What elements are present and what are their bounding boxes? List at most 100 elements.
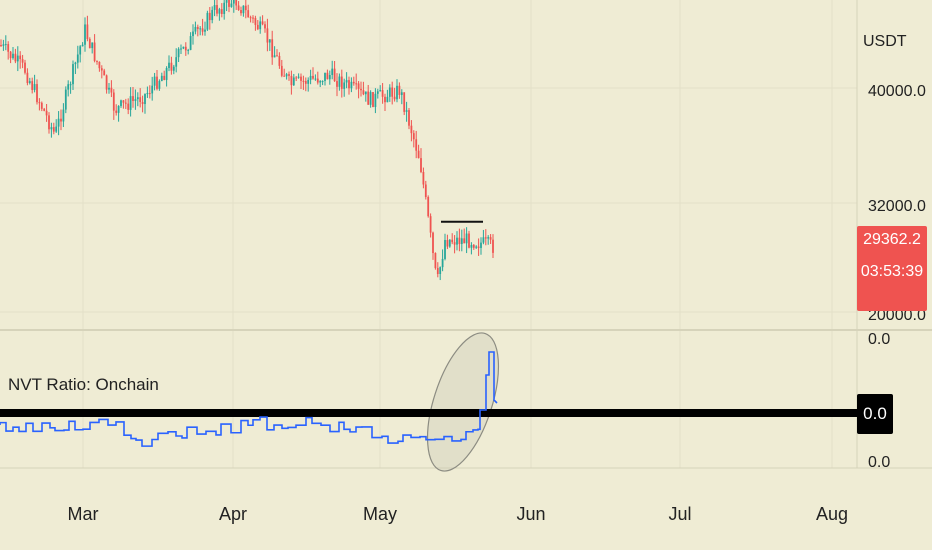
candle-body-112	[268, 39, 271, 43]
candle-body-165	[396, 85, 398, 100]
candle-body-111	[266, 28, 269, 43]
candle-body-5	[12, 53, 14, 59]
candle-body-202	[484, 237, 487, 239]
nvt-indicator-line	[0, 351, 498, 447]
candle-body-34	[81, 44, 84, 47]
candle-body-38	[91, 42, 94, 49]
candle-body-31	[74, 62, 77, 65]
candle-body-108	[259, 21, 262, 30]
candle-body-115	[276, 55, 278, 57]
candle-body-65	[156, 76, 158, 89]
candle-body-113	[271, 39, 274, 58]
candle-body-126	[302, 80, 305, 82]
candle-body-53	[127, 103, 130, 110]
candle-body-69	[165, 68, 168, 80]
candle-body-158	[379, 90, 382, 92]
candle-body-122	[292, 77, 295, 86]
candle-body-92	[220, 9, 223, 14]
candle-body-176	[422, 171, 425, 185]
candle-body-151	[362, 90, 365, 95]
x-tick-jun: Jun	[516, 504, 545, 524]
indicator-top-tick: 0.0	[868, 331, 890, 348]
candle-body-98	[235, 0, 238, 6]
candle-body-166	[398, 85, 401, 95]
candle-body-137	[328, 75, 331, 80]
candle-body-136	[326, 72, 329, 80]
candle-body-163	[391, 87, 394, 97]
candle-body-24	[57, 118, 60, 127]
candle-body-4	[9, 51, 12, 59]
candle-body-116	[278, 55, 281, 66]
x-tick-mar: Mar	[68, 504, 99, 524]
candle-body-56	[134, 99, 137, 101]
candle-body-22	[52, 127, 55, 132]
candle-body-63	[151, 85, 154, 94]
indicator-title[interactable]: NVT Ratio: Onchain	[8, 375, 159, 394]
candle-body-128	[307, 79, 310, 84]
candle-body-19	[45, 110, 48, 116]
indicator-bottom-tick: 0.0	[868, 454, 890, 471]
candle-body-85	[204, 29, 206, 32]
candle-body-168	[403, 92, 406, 112]
candle-body-14	[33, 84, 36, 90]
candle-body-1	[2, 44, 5, 46]
candle-body-171	[410, 125, 413, 134]
candle-body-201	[482, 237, 485, 243]
price-tick-20000: 20000.0	[868, 307, 926, 324]
candle-body-124	[297, 76, 300, 78]
candle-body-0	[0, 45, 2, 46]
candle-body-194	[465, 233, 468, 244]
candle-body-180	[432, 232, 434, 254]
indicator-value-tag: 0.0	[857, 394, 893, 434]
candle-body-11	[26, 72, 29, 83]
candle-body-48	[115, 110, 118, 113]
candle-body-189	[453, 242, 456, 245]
candle-body-170	[408, 110, 410, 126]
candle-body-195	[468, 233, 470, 248]
candle-body-57	[136, 97, 139, 100]
candle-body-173	[415, 139, 418, 151]
candle-body-12	[28, 81, 31, 83]
candle-body-89	[213, 5, 216, 10]
candle-body-169	[405, 110, 408, 112]
candle-body-191	[458, 237, 461, 245]
candle-body-156	[374, 93, 377, 107]
highlight-ellipse	[426, 332, 500, 472]
candle-body-97	[232, 0, 235, 4]
candle-body-71	[170, 62, 173, 71]
candle-body-205	[492, 239, 494, 253]
candle-body-43	[103, 70, 106, 76]
candle-body-133	[319, 81, 322, 83]
candle-body-150	[360, 88, 362, 91]
candle-body-45	[108, 87, 110, 90]
candles-group	[0, 0, 494, 281]
candle-body-29	[69, 84, 72, 86]
candle-body-146	[350, 81, 353, 89]
candle-body-125	[300, 76, 302, 81]
candle-body-64	[153, 76, 156, 86]
candle-body-15	[36, 84, 38, 103]
candle-body-51	[122, 100, 125, 103]
candle-body-25	[60, 118, 62, 122]
candle-body-157	[376, 91, 379, 94]
candle-body-6	[14, 53, 17, 62]
candle-body-177	[424, 184, 427, 198]
candle-body-88	[211, 9, 214, 21]
candle-body-47	[112, 92, 115, 111]
candle-body-175	[420, 158, 422, 172]
candle-body-8	[19, 55, 22, 60]
candle-body-2	[4, 44, 7, 46]
candle-body-147	[352, 81, 355, 84]
candle-body-135	[324, 72, 326, 81]
candle-body-58	[139, 97, 142, 102]
candle-body-50	[120, 100, 122, 106]
candle-body-20	[48, 115, 50, 130]
candle-body-17	[40, 102, 43, 109]
candle-body-39	[93, 42, 96, 61]
candle-body-46	[110, 87, 113, 93]
candle-body-185	[444, 240, 446, 259]
candle-body-109	[261, 21, 264, 25]
x-tick-jul: Jul	[668, 504, 691, 524]
candle-body-66	[158, 81, 161, 89]
